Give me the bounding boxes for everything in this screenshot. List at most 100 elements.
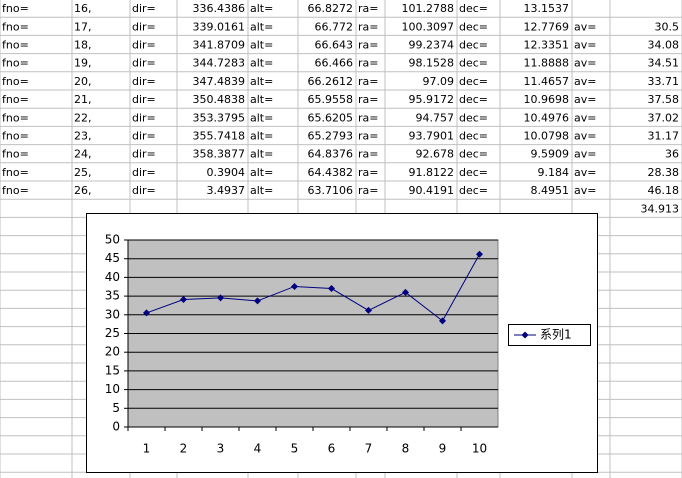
cell-text: fno= (2, 148, 29, 161)
cell-text: ra= (358, 75, 378, 88)
cell-text: av= (574, 57, 596, 70)
cell-text: 31.17 (648, 130, 680, 143)
cell-text: 11.4657 (524, 75, 570, 88)
cell-text: 12.7769 (524, 20, 570, 33)
cell-text: 344.7283 (193, 57, 246, 70)
x-tick-label: 2 (180, 442, 188, 456)
cell-text: 16, (74, 2, 92, 15)
cell-text: 93.7901 (409, 130, 455, 143)
legend-box (508, 324, 591, 346)
data-point (365, 306, 372, 314)
cell-text: 353.3795 (193, 111, 246, 124)
cell-text: dec= (459, 148, 488, 161)
cell-text: av= (574, 184, 596, 197)
y-tick-label: 25 (105, 326, 120, 340)
cell-text: fno= (2, 2, 29, 15)
cell-text: 100.3097 (402, 20, 455, 33)
cell-text: ra= (358, 20, 378, 33)
x-tick-label: 10 (472, 442, 487, 456)
x-tick-label: 3 (217, 442, 225, 456)
x-tick-label: 8 (402, 442, 410, 456)
x-tick-label: 4 (254, 442, 262, 456)
cell-text: 347.4839 (193, 75, 246, 88)
cell-text: ra= (358, 184, 378, 197)
data-point (217, 294, 224, 302)
cell-text: 33.71 (648, 75, 680, 88)
cell-text: 34.51 (648, 57, 680, 70)
x-tick-label: 7 (365, 442, 373, 456)
cell-text: 65.2793 (308, 130, 354, 143)
y-tick-label: 30 (105, 307, 120, 321)
y-tick-label: 10 (105, 382, 120, 396)
cell-text: fno= (2, 39, 29, 52)
cell-text: 23, (74, 130, 92, 143)
cell-text: dec= (459, 2, 488, 15)
cell-text: 66.772 (315, 20, 354, 33)
cell-text: 65.6205 (308, 111, 354, 124)
cell-text: alt= (250, 130, 273, 143)
cell-text: ra= (358, 93, 378, 106)
cell-text: 66.643 (315, 39, 354, 52)
y-tick-label: 0 (112, 420, 120, 434)
cell-text: fno= (2, 130, 29, 143)
cell-text: dir= (132, 75, 156, 88)
cell-text: 46.18 (648, 184, 680, 197)
series-line (146, 254, 480, 322)
cell-text: dec= (459, 39, 488, 52)
cell-text: 341.8709 (193, 39, 246, 52)
cell-text: dir= (132, 20, 156, 33)
cell-text: 24, (74, 148, 92, 161)
cell-text: ra= (358, 39, 378, 52)
cell-text: 95.9172 (409, 93, 455, 106)
cell-text: ra= (358, 148, 378, 161)
cell-text: fno= (2, 57, 29, 70)
cell-text: 336.4386 (193, 2, 246, 15)
cell-text: 64.8376 (308, 148, 354, 161)
cell-text: dec= (459, 57, 488, 70)
cell-text: alt= (250, 111, 273, 124)
cell-text: fno= (2, 20, 29, 33)
cell-text: 18, (74, 39, 92, 52)
cell-text: av= (574, 93, 596, 106)
cell-text: 26, (74, 184, 92, 197)
cell-text: av= (574, 166, 596, 179)
cell-text: 13.1537 (524, 2, 570, 15)
cell-text: 34.913 (641, 202, 680, 215)
cell-text: 98.1528 (409, 57, 455, 70)
cell-text: 90.4191 (409, 184, 455, 197)
cell-text: 10.4976 (524, 111, 570, 124)
cell-text: 0.3904 (207, 166, 246, 179)
cell-text: dir= (132, 166, 156, 179)
cell-text: alt= (250, 39, 273, 52)
cell-text: alt= (250, 20, 273, 33)
cell-text: 355.7418 (193, 130, 246, 143)
x-tick-label: 1 (143, 442, 151, 456)
x-tick-label: 5 (291, 442, 299, 456)
data-point (254, 297, 261, 305)
cell-text: 37.58 (648, 93, 680, 106)
cell-text: av= (574, 111, 596, 124)
cell-text: fno= (2, 93, 29, 106)
cell-text: ra= (358, 130, 378, 143)
cell-text: 94.757 (416, 111, 455, 124)
data-point (180, 296, 187, 304)
cell-text: 66.466 (315, 57, 354, 70)
y-tick-label: 40 (105, 270, 120, 284)
cell-text: dir= (132, 39, 156, 52)
cell-text: 3.4937 (207, 184, 246, 197)
cell-text: av= (574, 39, 596, 52)
cell-text: dec= (459, 130, 488, 143)
data-point (291, 282, 298, 290)
x-tick-label: 9 (439, 442, 447, 456)
y-tick-label: 5 (112, 401, 120, 415)
cell-text: 66.2612 (308, 75, 354, 88)
data-point (476, 250, 483, 258)
cell-text: av= (574, 20, 596, 33)
cell-text: dir= (132, 57, 156, 70)
cell-text: 37.02 (648, 111, 680, 124)
cell-text: 11.8888 (524, 57, 570, 70)
cell-text: dir= (132, 93, 156, 106)
x-tick-label: 6 (328, 442, 336, 456)
